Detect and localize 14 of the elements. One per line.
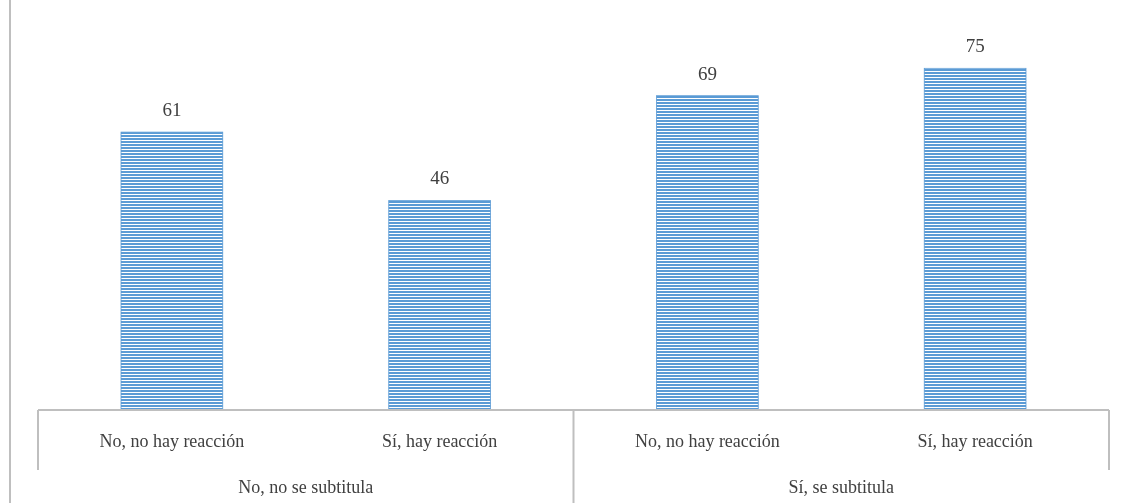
text: Sí, se subtitula	[788, 477, 895, 497]
bar	[923, 67, 1027, 411]
x-tick-label: Sí, hay reacción	[381, 431, 498, 451]
bar	[120, 131, 224, 411]
bar	[388, 200, 491, 411]
data-label: 61	[162, 99, 182, 121]
x-tick-label: No, no hay reacción	[634, 431, 780, 451]
x-tick-label: No, no hay reacción	[99, 431, 245, 451]
x-tick-label: Sí, hay reacción	[917, 431, 1033, 451]
data-label: 46	[430, 167, 450, 189]
text: No, no se subtitula	[238, 477, 374, 497]
bar	[656, 95, 759, 411]
data-label: 69	[697, 62, 717, 84]
data-label: 75	[965, 35, 985, 57]
